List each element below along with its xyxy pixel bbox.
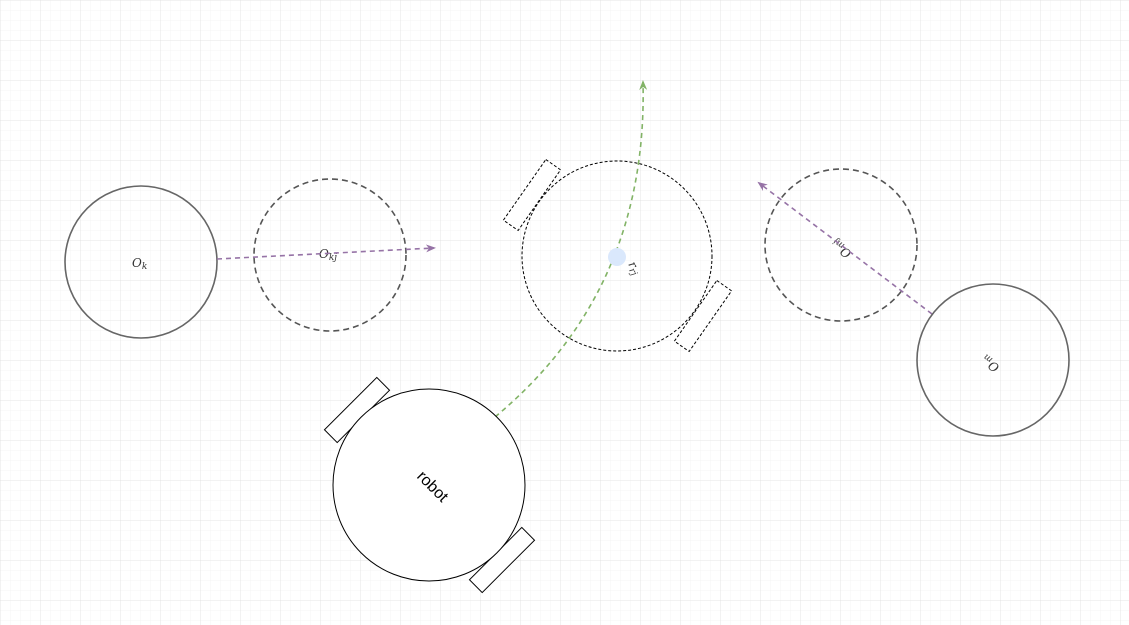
obstacle-kj-circle [253, 178, 407, 332]
robot-future-point [608, 248, 626, 266]
robot-current: robot [323, 376, 536, 594]
robot-predicted-wheel-right [673, 279, 733, 353]
robot-trajectory [494, 80, 648, 418]
obstacle-kj-predicted: Okj [253, 178, 407, 332]
obstacle-kj-label: Okj [319, 247, 337, 263]
obstacle-k-circle [64, 185, 218, 339]
obstacle-m-velocity-arrow [757, 181, 933, 315]
robot-predicted [502, 158, 733, 353]
robot-predicted-body [521, 160, 713, 352]
obstacle-m-circle [916, 283, 1070, 437]
obstacle-m: Om [916, 283, 1070, 437]
robot-body [332, 388, 526, 582]
obstacle-k: Ok [64, 185, 218, 339]
obstacle-mj-circle [764, 168, 918, 322]
obstacle-k-velocity-arrow [216, 244, 436, 260]
obstacle-k-label: Ok [132, 256, 147, 272]
